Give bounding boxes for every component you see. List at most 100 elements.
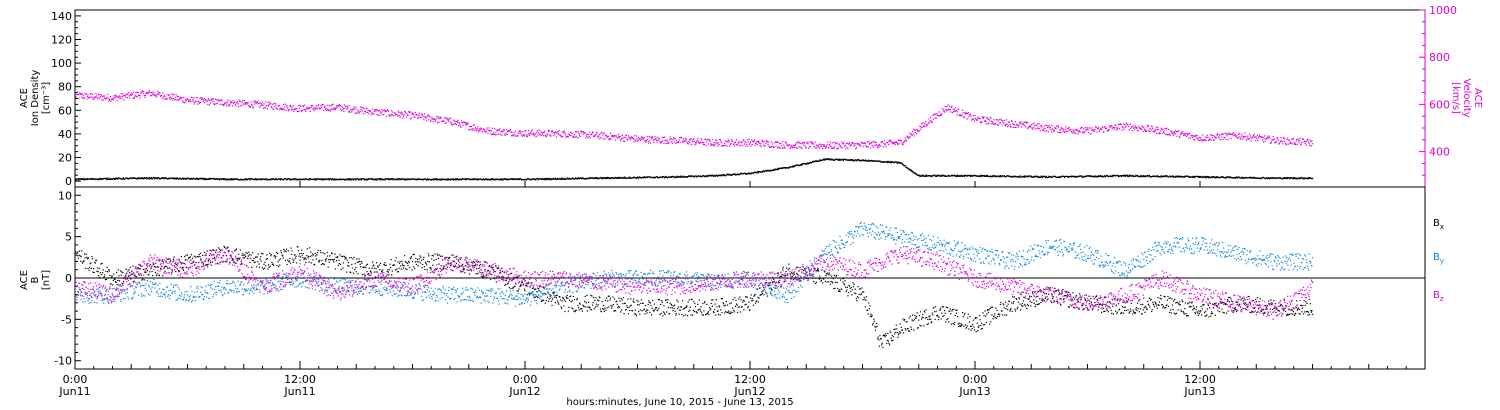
ion-density-series-point: [397, 178, 400, 180]
ion-density-series-point: [265, 178, 267, 180]
velocity-series-point: [338, 105, 340, 107]
velocity-series-point: [87, 96, 90, 98]
bx-series-point: [274, 257, 276, 259]
velocity-series-point: [1183, 133, 1185, 135]
ion-density-series-point: [1176, 175, 1178, 177]
velocity-series-point: [877, 144, 879, 147]
velocity-series-point: [1283, 137, 1285, 139]
velocity-series-point: [459, 123, 461, 125]
velocity-series-point: [602, 138, 604, 140]
ion-density-series-point: [105, 178, 108, 181]
velocity-series-point: [1249, 137, 1251, 139]
ion-density-series-point: [476, 178, 478, 180]
velocity-series-point: [455, 121, 457, 123]
ion-density-series-point: [548, 177, 550, 179]
velocity-series-point: [1114, 124, 1116, 126]
bx-series-point: [133, 280, 135, 282]
velocity-series-point: [1273, 138, 1275, 140]
velocity-series-point: [882, 141, 884, 143]
ion-density-series-point: [829, 159, 831, 161]
bx-series-point: [241, 254, 243, 257]
ion-density-series-point: [254, 179, 256, 181]
velocity-series-point: [1122, 123, 1125, 125]
ion-density-series-point: [1101, 175, 1103, 177]
ion-density-series-point: [1041, 175, 1043, 177]
bx-series-point: [226, 260, 228, 262]
velocity-series-point: [469, 125, 472, 128]
ion-density-series-point: [387, 178, 389, 180]
ion-density-series-point: [788, 167, 791, 169]
velocity-series-point: [488, 127, 490, 129]
velocity-series-point: [103, 97, 105, 99]
ion-density-series-point: [1099, 175, 1101, 177]
ion-density-series-point: [1308, 177, 1310, 180]
velocity-series-point: [1171, 133, 1174, 135]
bx-series-point: [84, 257, 86, 259]
ion-density-series-point: [983, 175, 985, 177]
ion-density-series-point: [643, 177, 645, 179]
ion-density-series-point: [360, 178, 362, 180]
velocity-series-point: [1001, 124, 1003, 126]
velocity-series-point: [193, 101, 195, 103]
velocity-series-point: [112, 97, 114, 100]
velocity-series-point: [988, 122, 990, 124]
bx-series-point: [325, 260, 327, 262]
ion-density-series-point: [636, 176, 639, 178]
ion-density-series-point: [912, 171, 914, 173]
velocity-series-point: [1042, 129, 1044, 131]
ion-density-series-point: [806, 163, 808, 165]
ion-density-series-point: [954, 174, 956, 176]
velocity-series-point: [354, 108, 356, 110]
velocity-series-point: [475, 128, 477, 130]
bx-series-point: [111, 276, 113, 278]
velocity-series-point: [82, 94, 85, 97]
velocity-series-point: [1223, 133, 1225, 135]
ion-density-series-point: [1268, 177, 1270, 179]
bx-series-point: [140, 274, 143, 276]
velocity-series-point: [388, 114, 390, 116]
ion-density-series-point: [354, 178, 356, 180]
velocity-series-point: [1054, 127, 1056, 129]
velocity-series-point: [1255, 136, 1257, 138]
velocity-series-point: [560, 135, 562, 137]
bx-series-point: [175, 270, 177, 273]
velocity-series-point: [1026, 122, 1028, 124]
bx-series-point: [111, 275, 113, 277]
velocity-series-point: [715, 139, 717, 141]
bx-series-point: [320, 264, 323, 266]
ion-density-series-point: [984, 175, 986, 177]
velocity-series-point: [592, 131, 594, 134]
ion-density-series-point: [447, 179, 449, 181]
bx-series-point: [249, 261, 251, 264]
velocity-series-point: [1067, 127, 1070, 129]
velocity-series-point: [436, 115, 438, 117]
velocity-series-point: [1275, 141, 1278, 143]
bx-series-point: [304, 257, 306, 259]
velocity-series-point: [365, 111, 367, 113]
velocity-series-point: [112, 99, 114, 101]
velocity-series-point: [1215, 137, 1217, 139]
ion-density-series-point: [1191, 176, 1193, 178]
ion-density-series-point: [314, 178, 316, 180]
velocity-series-point: [131, 93, 134, 95]
ion-density-series-point: [972, 175, 974, 177]
velocity-series-point: [697, 140, 699, 142]
velocity-series-point: [119, 97, 121, 100]
velocity-series-point: [528, 134, 531, 137]
velocity-series-point: [638, 136, 640, 138]
velocity-series-point: [446, 118, 449, 120]
ion-density-series-point: [716, 175, 719, 177]
velocity-series-point: [545, 135, 547, 137]
bx-series-point: [293, 259, 295, 261]
velocity-series-point: [923, 122, 926, 125]
ion-density-series-point: [890, 162, 892, 164]
velocity-series-point: [120, 93, 122, 95]
ion-density-series-point: [460, 178, 462, 180]
ion-density-series-point: [1166, 175, 1169, 177]
velocity-series-point: [875, 141, 877, 144]
velocity-series-point: [715, 141, 717, 144]
velocity-series-point: [144, 95, 146, 97]
velocity-series-point: [291, 107, 293, 109]
velocity-series-point: [1205, 136, 1207, 138]
ion-density-series-point: [543, 178, 545, 181]
